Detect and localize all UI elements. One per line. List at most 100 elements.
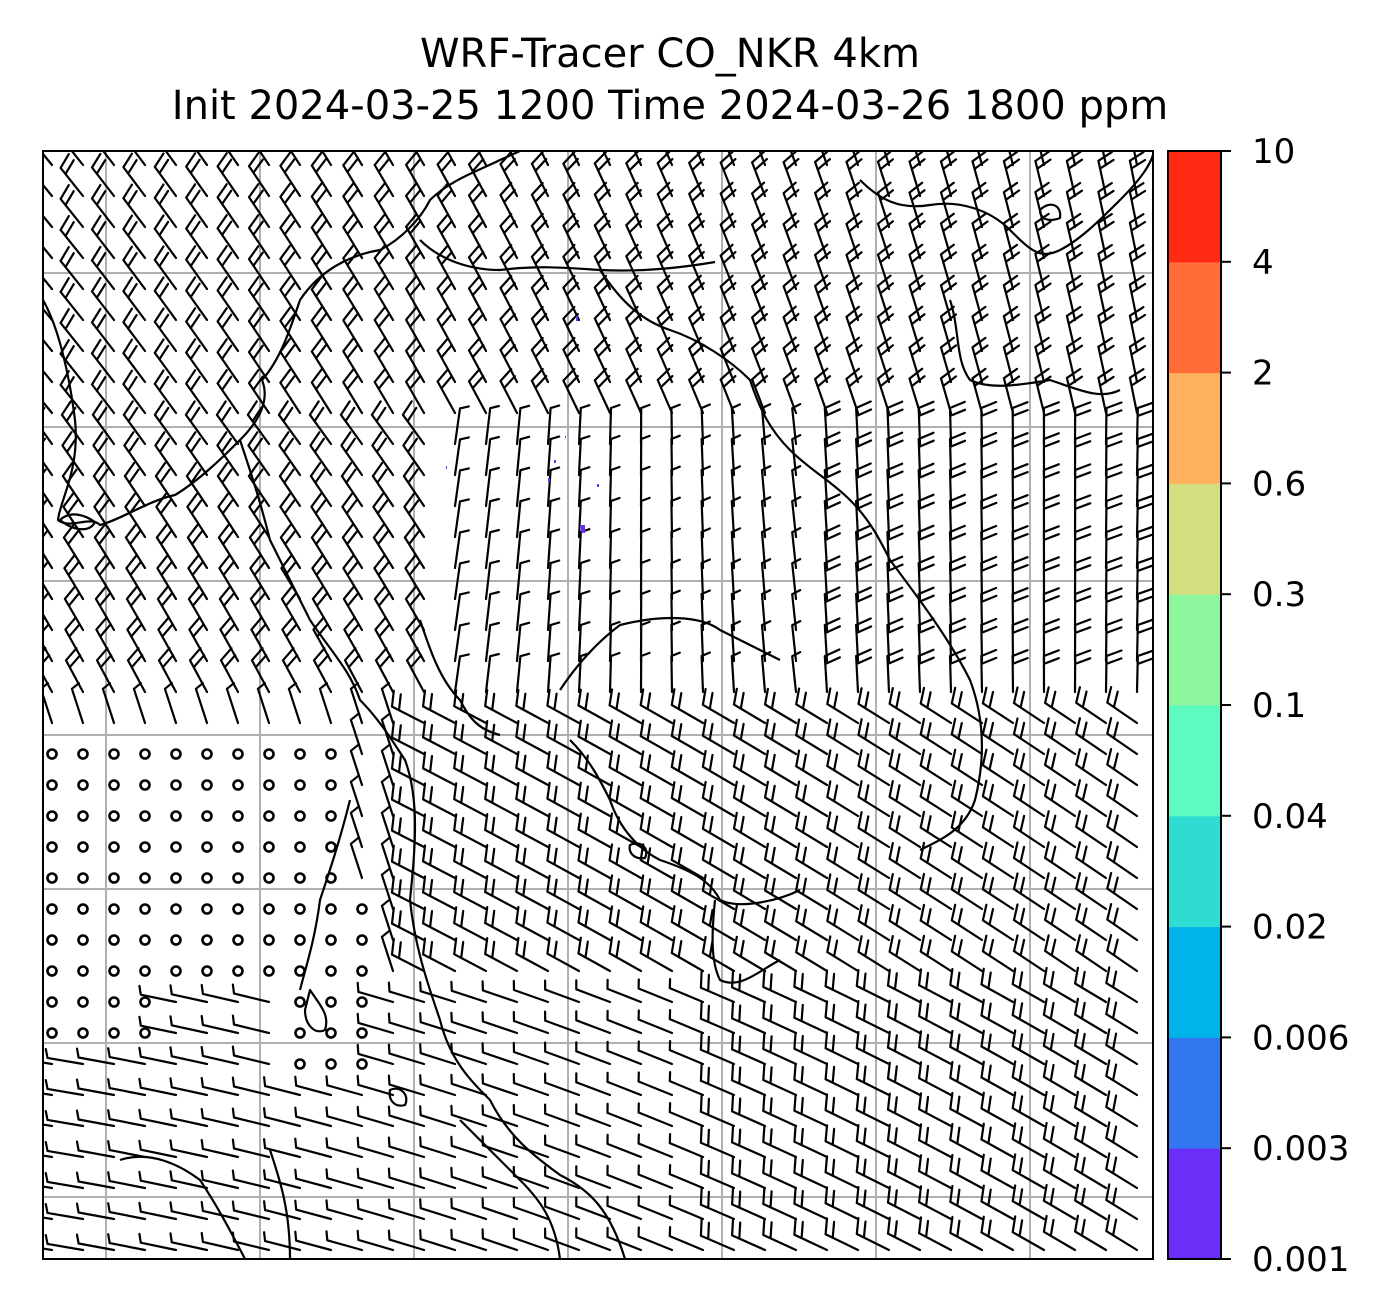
wind-barb (481, 1166, 519, 1190)
wind-barb (577, 874, 612, 911)
wind-barb (231, 1231, 271, 1252)
calm-wind-circle (201, 934, 213, 946)
wind-barb (668, 1133, 705, 1159)
wind-barb (310, 337, 333, 384)
wind-barb (577, 497, 591, 539)
wind-barb (387, 1198, 426, 1221)
wind-barb (340, 461, 364, 508)
wind-barb (371, 461, 395, 508)
wind-barb (185, 214, 209, 260)
wind-barb (1075, 748, 1108, 787)
wind-barb (153, 214, 178, 260)
wind-barb (59, 215, 85, 260)
wind-barb (169, 1139, 209, 1159)
wind-barb (373, 182, 395, 229)
wind-barb (356, 1198, 395, 1221)
wind-barb (980, 998, 1015, 1035)
tracer-speck (554, 460, 556, 463)
wind-barb (688, 181, 705, 229)
wind-barb (857, 842, 891, 880)
wind-barb (1042, 1214, 1077, 1252)
wind-barb (169, 1046, 209, 1066)
wind-barb (453, 405, 470, 446)
calm-wind-circle (46, 748, 58, 760)
wind-barb (1012, 686, 1046, 725)
wind-barb (1074, 1028, 1108, 1066)
wind-barb (310, 368, 333, 415)
wind-barb (980, 1091, 1015, 1128)
wind-barb (248, 523, 271, 570)
wind-barb (185, 183, 209, 229)
wind-barb (481, 1197, 519, 1221)
wind-barb (701, 749, 736, 787)
wind-barb (981, 748, 1015, 787)
wind-barb (577, 812, 612, 849)
wind-barb (608, 905, 643, 942)
wind-barb (75, 1140, 116, 1159)
wind-barb (1002, 274, 1021, 322)
calm-wind-circle (294, 810, 306, 822)
wind-barb (169, 984, 209, 1004)
wind-barb (764, 842, 798, 880)
wind-barb (544, 1165, 581, 1190)
wind-barb (939, 212, 958, 260)
wind-barb (200, 983, 240, 1004)
calm-wind-circle (263, 748, 275, 760)
wind-barb (419, 1074, 457, 1097)
wind-barb (980, 1029, 1015, 1066)
wind-barb (876, 305, 894, 353)
wind-barb (1105, 1090, 1139, 1128)
wind-barb (1106, 748, 1139, 787)
wind-barb (1012, 841, 1046, 880)
wind-barb (153, 245, 178, 291)
wind-barb (422, 844, 457, 880)
wind-barb (512, 1134, 550, 1159)
wind-barb (793, 1000, 829, 1035)
wind-barb (43, 159, 54, 198)
wind-barb (515, 936, 550, 973)
wind-barb (919, 841, 953, 880)
wind-barb (575, 1165, 612, 1190)
wind-barb (484, 751, 519, 787)
wind-barb (484, 906, 519, 942)
wind-barb (153, 276, 178, 322)
wind-barb (939, 243, 958, 291)
wind-barb (793, 1093, 829, 1128)
wind-barb (670, 750, 705, 787)
wind-barb (1128, 337, 1147, 384)
wind-barb (793, 1186, 829, 1221)
wind-barb (515, 435, 531, 477)
wind-barb (184, 400, 209, 446)
wind-barb (699, 970, 736, 1004)
wind-barb (122, 369, 147, 415)
wind-barb (795, 873, 829, 911)
wind-barb (390, 844, 426, 880)
calm-wind-circle (139, 748, 151, 760)
wind-barb (888, 687, 922, 725)
wind-barb (764, 904, 798, 942)
wind-barb (1044, 810, 1077, 849)
calm-wind-circle (170, 841, 182, 853)
wind-barb (325, 1199, 364, 1221)
wind-barb (380, 682, 395, 725)
wind-barb (484, 937, 519, 973)
wind-barb (949, 1184, 984, 1221)
wind-barb (1044, 717, 1077, 756)
wind-barb (279, 213, 302, 260)
wind-barb (625, 305, 643, 353)
wind-barb (90, 214, 116, 260)
wind-barb (939, 151, 958, 198)
wind-barb (61, 461, 85, 508)
wind-barb (824, 1217, 860, 1252)
calm-wind-circle (108, 1027, 120, 1039)
wind-barb (606, 1133, 643, 1159)
calm-wind-circle (77, 996, 89, 1008)
wind-barb (138, 1108, 178, 1128)
tracer-speck (576, 316, 578, 321)
wind-barb (577, 719, 612, 756)
wind-barb (575, 1010, 612, 1035)
wind-barb (593, 367, 612, 415)
wind-barb (637, 1102, 674, 1128)
wind-barb (356, 1012, 395, 1035)
wind-barb (294, 1106, 333, 1128)
